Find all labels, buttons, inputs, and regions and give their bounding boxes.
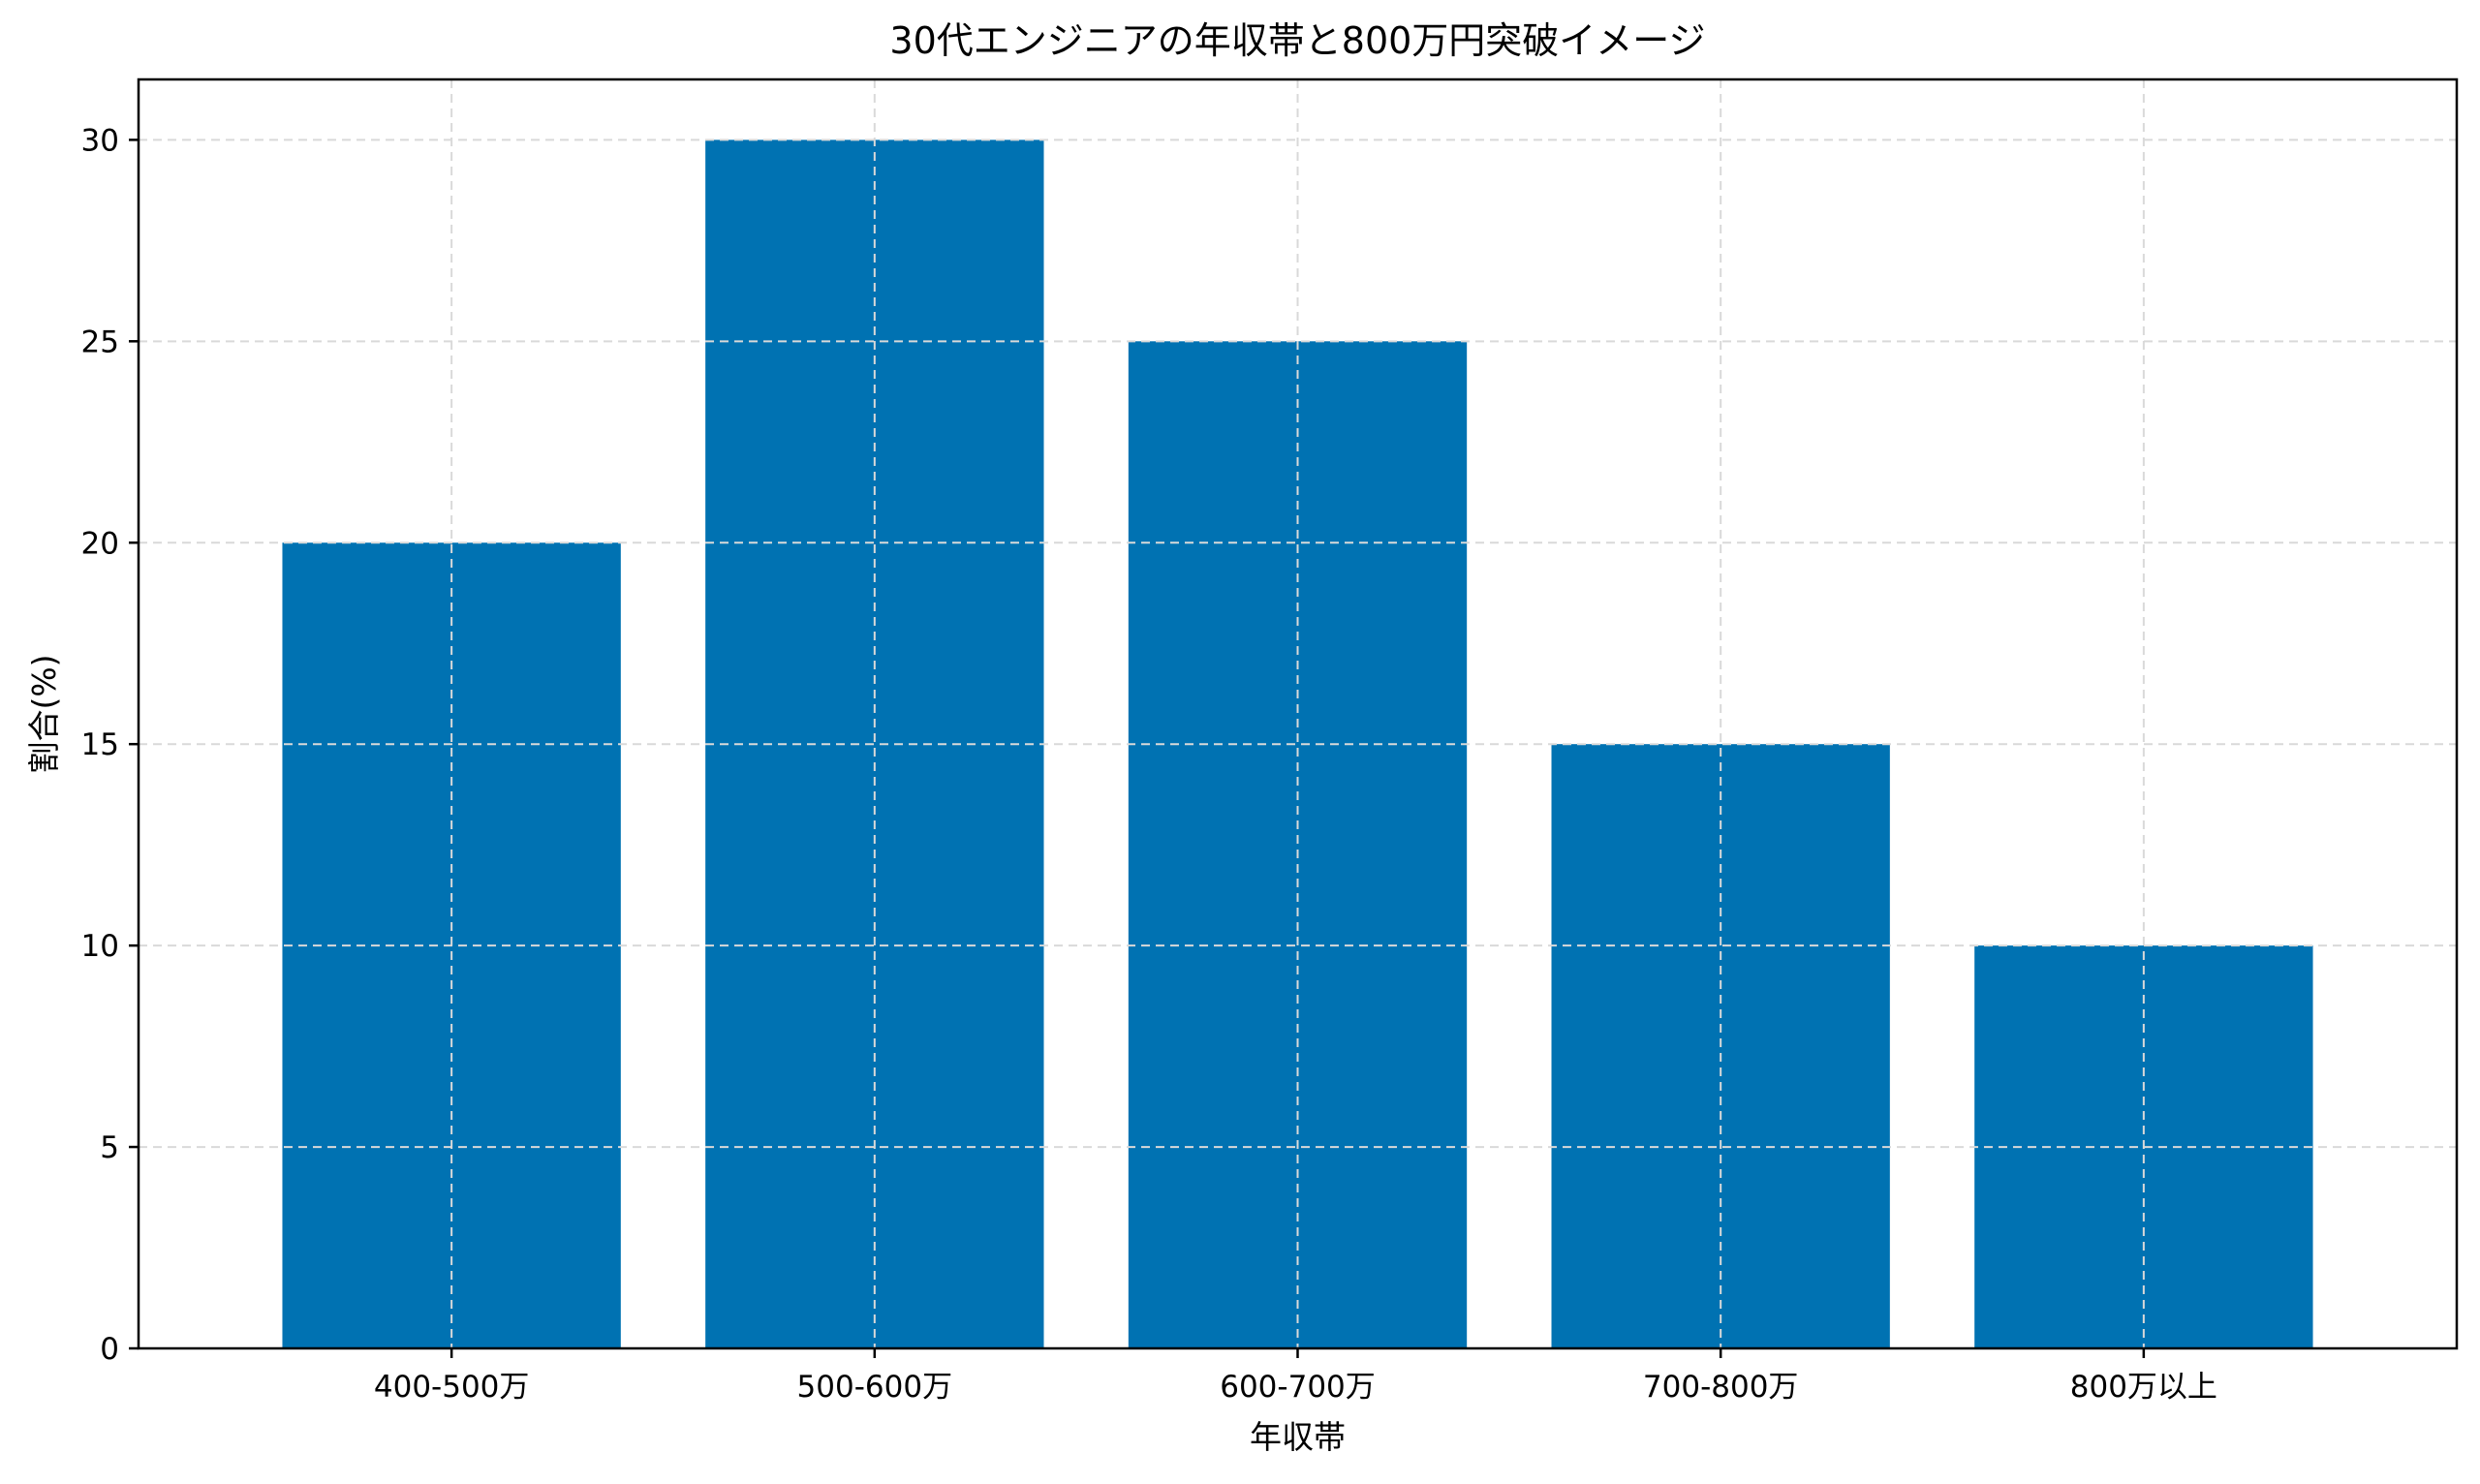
y-tick-label: 10 — [81, 929, 119, 964]
y-tick-label: 30 — [81, 123, 119, 158]
y-axis-title: 割合(%) — [25, 654, 63, 773]
x-tick-label: 600-700万 — [1220, 1370, 1376, 1405]
x-tick-label: 500-600万 — [797, 1370, 953, 1405]
y-tick-label: 20 — [81, 526, 119, 561]
y-axis: 0 5 10 15 20 25 30 — [81, 123, 139, 1367]
y-tick-label: 15 — [81, 727, 119, 762]
x-tick-label: 800万以上 — [2070, 1370, 2217, 1405]
chart-title: 30代エンジニアの年収帯と800万円突破イメージ — [889, 19, 1705, 62]
y-tick-label: 25 — [81, 325, 119, 359]
x-tick-label: 400-500万 — [374, 1370, 530, 1405]
x-axis: 400-500万 500-600万 600-700万 700-800万 800万以上 — [374, 1348, 2217, 1405]
y-tick-label: 5 — [100, 1130, 119, 1165]
x-tick-label: 700-800万 — [1643, 1370, 1799, 1405]
x-axis-title: 年収帯 — [1250, 1418, 1346, 1456]
grid-lines — [139, 79, 2457, 1348]
y-tick-label: 0 — [100, 1332, 119, 1367]
